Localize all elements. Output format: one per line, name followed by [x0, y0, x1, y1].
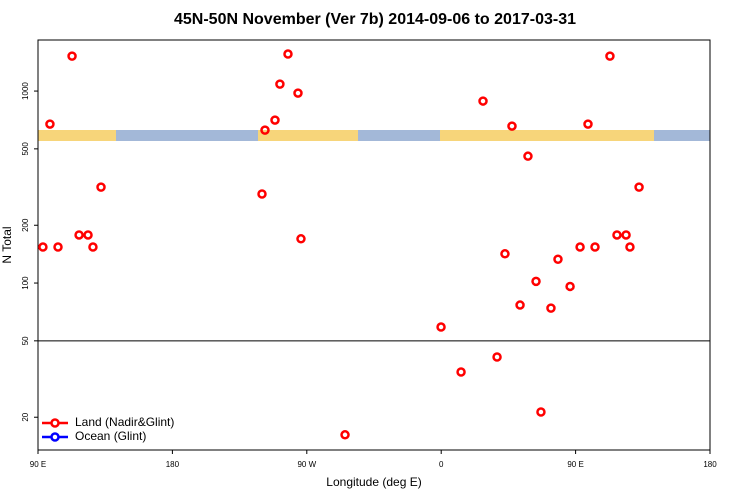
data-point: [96, 182, 106, 192]
legend-label: Ocean (Glint): [75, 429, 146, 443]
data-point: [456, 367, 466, 377]
x-tick-label: 90 E: [567, 460, 583, 469]
data-point: [590, 242, 600, 252]
data-point: [634, 182, 644, 192]
data-point: [260, 125, 270, 135]
data-point: [478, 96, 488, 106]
data-point: [546, 303, 556, 313]
x-tick-label: 90 W: [297, 460, 316, 469]
data-point: [45, 119, 55, 129]
data-point: [625, 242, 635, 252]
data-point: [83, 230, 93, 240]
y-axis-label: N Total: [0, 226, 14, 263]
x-axis-label: Longitude (deg E): [326, 475, 421, 489]
y-tick-label: 500: [21, 142, 30, 156]
data-point: [507, 121, 517, 131]
y-tick-label: 20: [21, 412, 30, 421]
y-tick-label: 200: [21, 218, 30, 232]
data-point: [575, 242, 585, 252]
x-tick-label: 0: [439, 460, 444, 469]
land-strip: [38, 130, 710, 141]
data-point: [605, 51, 615, 61]
data-point: [565, 281, 575, 292]
legend-label: Land (Nadir&Glint): [75, 415, 174, 429]
x-tick-label: 180: [166, 460, 180, 469]
y-tick-label: 50: [21, 336, 30, 345]
y-tick-label: 100: [21, 276, 30, 290]
data-point: [88, 242, 98, 252]
data-point: [340, 430, 350, 440]
data-point: [270, 115, 280, 125]
legend-marker: [50, 432, 60, 442]
plot-frame: [37, 39, 711, 451]
data-point: [515, 300, 525, 310]
data-point: [523, 151, 533, 161]
data-point: [38, 242, 48, 252]
data-point: [612, 230, 622, 240]
data-point: [67, 51, 77, 61]
data-point: [553, 254, 563, 265]
data-point: [536, 407, 546, 417]
x-tick-label: 90 E: [30, 460, 46, 469]
legend-marker: [50, 418, 60, 428]
data-point: [500, 249, 510, 259]
data-point: [492, 352, 502, 362]
x-tick-label: 180: [703, 460, 717, 469]
data-point: [531, 276, 541, 287]
data-point: [283, 49, 293, 59]
data-point: [275, 79, 285, 89]
data-point: [436, 322, 446, 332]
chart-title: 45N-50N November (Ver 7b) 2014-09-06 to …: [174, 11, 576, 28]
data-point: [257, 189, 267, 199]
data-point: [621, 230, 631, 240]
data-point: [293, 88, 303, 98]
data-point: [74, 230, 84, 240]
data-point: [296, 234, 306, 244]
y-tick-label: 1000: [21, 82, 30, 100]
data-point: [583, 119, 593, 129]
data-point: [53, 242, 63, 252]
